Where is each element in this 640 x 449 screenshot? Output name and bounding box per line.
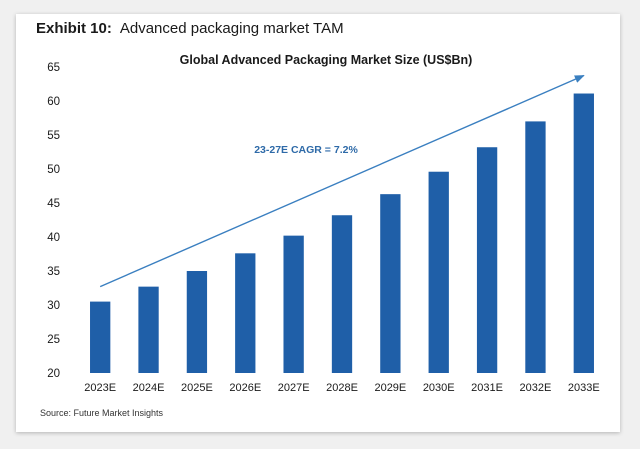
bar-chart: Global Advanced Packaging Market Size (U… (47, 53, 600, 394)
x-tick-label: 2030E (423, 382, 455, 394)
y-tick-label: 50 (47, 164, 60, 176)
bar-2027E (283, 235, 304, 373)
y-tick-label: 25 (47, 334, 60, 346)
x-tick-label: 2023E (84, 382, 116, 394)
y-tick-label: 55 (47, 130, 60, 142)
y-axis: 20 25 30 35 40 45 50 55 60 65 (47, 62, 60, 380)
chart-title: Global Advanced Packaging Market Size (U… (180, 53, 473, 67)
x-axis: 2023E 2024E 2025E 2026E 2027E 2028E 2029E 2030E… (84, 382, 599, 394)
x-tick-label: 2028E (326, 382, 358, 394)
x-tick-label: 2026E (229, 382, 261, 394)
x-tick-label: 2024E (133, 382, 165, 394)
x-tick-label: 2027E (278, 382, 310, 394)
x-tick-label: 2029E (374, 382, 406, 394)
x-tick-label: 2032E (520, 382, 552, 394)
source-note: Source: Future Market Insights (40, 408, 164, 418)
y-tick-label: 40 (47, 232, 60, 244)
x-tick-label: 2025E (181, 382, 213, 394)
bar-2031E (476, 147, 498, 373)
bar-2025E (186, 271, 208, 373)
exhibit-card: Exhibit 10: Advanced packaging market TAM… (16, 14, 620, 432)
bar-2030E (428, 171, 449, 373)
y-tick-label: 45 (47, 198, 60, 210)
x-tick-label: 2031E (471, 382, 503, 394)
bar-2024E (138, 286, 159, 373)
bar-2029E (380, 194, 401, 373)
bar-2032E (525, 121, 546, 374)
y-tick-label: 30 (47, 300, 60, 312)
bar-2026E (235, 253, 256, 373)
exhibit-heading: Exhibit 10: Advanced packaging market TAM (36, 20, 344, 37)
bar-2023E (90, 301, 111, 373)
bar-2033E (573, 93, 594, 374)
y-tick-label: 60 (47, 96, 60, 108)
bars (90, 93, 594, 374)
cagr-annotation: 23-27E CAGR = 7.2% (254, 144, 358, 156)
exhibit-title: Advanced packaging market TAM (119, 20, 344, 37)
trend-arrow (99, 74, 585, 288)
x-tick-label: 2033E (568, 382, 600, 394)
y-tick-label: 20 (47, 368, 60, 380)
bar-2028E (331, 215, 353, 373)
exhibit-number: Exhibit 10: (36, 20, 112, 37)
y-tick-label: 65 (47, 62, 60, 74)
y-tick-label: 35 (47, 266, 60, 278)
